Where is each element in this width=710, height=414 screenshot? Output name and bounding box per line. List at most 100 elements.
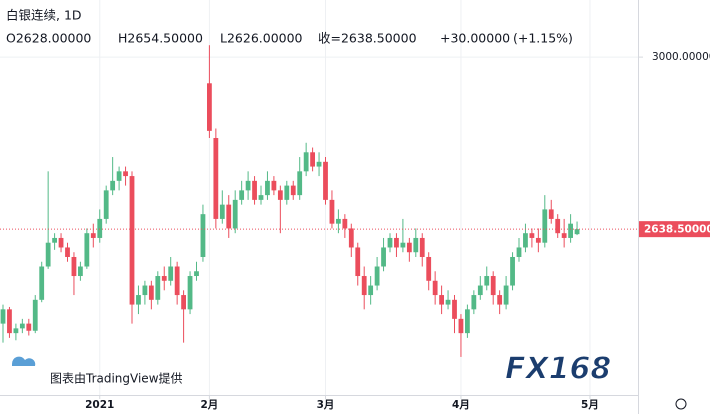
candle-body [45,242,51,267]
y-tick-label: 3000.00000 [652,51,710,63]
last-price-box [639,221,710,238]
candle-body [548,209,554,219]
symbol: 白银连续, 1D [6,8,82,23]
candle-body [168,266,174,281]
candle-body [516,247,522,257]
candle-body [342,218,348,229]
candle-body [290,185,296,196]
candle-body [381,247,386,267]
candle-body [355,247,361,277]
candle-body [374,266,380,286]
candle-body [303,152,309,172]
candle-body [406,242,412,253]
x-tick-label: 4月 [452,399,470,411]
candle-body [439,295,444,305]
candle-body [316,161,322,167]
candle-body [297,171,303,196]
x-tick-label: 5月 [581,399,599,411]
candle-body [187,276,193,310]
ohlc-close: 收=2638.50000 [318,31,417,46]
candle-body [561,233,567,238]
candle-body [97,218,103,238]
candle-body [123,171,128,177]
candle-body [65,247,70,257]
x-tick-label: 3月 [317,399,335,411]
candle-body [574,229,580,235]
candle-body [39,266,45,300]
candle-body [271,180,277,191]
candle-body [142,285,148,296]
candle-body [200,214,206,257]
last-price-label: 2638.50000 [644,224,710,236]
ohlc-high: H2654.50000 [118,31,203,46]
candle-body [129,176,135,305]
candle-body [348,228,354,248]
candle-body [542,209,548,243]
candle-body [458,318,464,334]
watermark-text: 图表由TradingView提供 [50,371,183,386]
candle-body [465,309,470,334]
candle-body [239,190,245,200]
candle-body [555,218,561,234]
cloud-icon [11,356,36,366]
header: 白银连续, 1D O2628.00000 H2654.50000 L2626.0… [6,8,573,46]
candle-body [84,233,90,267]
candle-body [110,180,116,191]
candle-body [368,285,374,296]
candle-body [535,237,541,243]
candle-body [161,276,167,281]
ohlc-open: O2628.00000 [6,31,91,46]
candle-body [32,299,38,331]
candle-body [523,233,528,248]
candle-body [258,195,264,200]
candle-body [477,285,483,296]
candle-body [497,295,503,305]
candle-body [116,171,122,181]
candle-body [219,204,225,219]
candle-body [452,299,457,319]
candle-body [26,323,32,331]
ohlc-change: +30.00000 [440,31,510,46]
ohlc-change-pct: (+1.15%) [513,31,573,46]
candle-body [284,185,290,200]
x-tick-label: 2月 [200,399,218,411]
candle-body [426,256,432,281]
candle-body [484,276,490,286]
candle-body [181,295,186,310]
candle-body [19,323,25,329]
candles [0,45,580,357]
candle-body [174,266,180,296]
candle-body [148,285,154,300]
candle-body [265,180,270,196]
candle-body [323,161,328,200]
candle-body [245,180,251,191]
candle-body [78,266,83,277]
candle-body [7,309,12,334]
candle-body [568,223,573,238]
candle-body [336,218,341,224]
candle-body [471,295,477,310]
candle-body [310,152,315,167]
candle-body [394,237,399,248]
candle-body [529,233,535,238]
settings-area [670,396,710,414]
candle-body [400,242,406,248]
candle-body [361,276,367,296]
settings-icon[interactable] [675,398,687,410]
candle-body [419,237,425,257]
candle-body [277,190,283,200]
candle-body [252,180,257,200]
candle-body [432,280,438,296]
candle-body [232,199,238,229]
candle-body [207,83,212,131]
candle-body [445,299,451,305]
candle-body [413,237,419,253]
watermark: 图表由TradingView提供 FX168 [11,351,612,387]
candle-body [213,138,219,219]
candle-body [503,285,509,305]
candle-body [136,295,141,305]
candle-body [58,237,64,248]
candle-body [194,271,199,277]
